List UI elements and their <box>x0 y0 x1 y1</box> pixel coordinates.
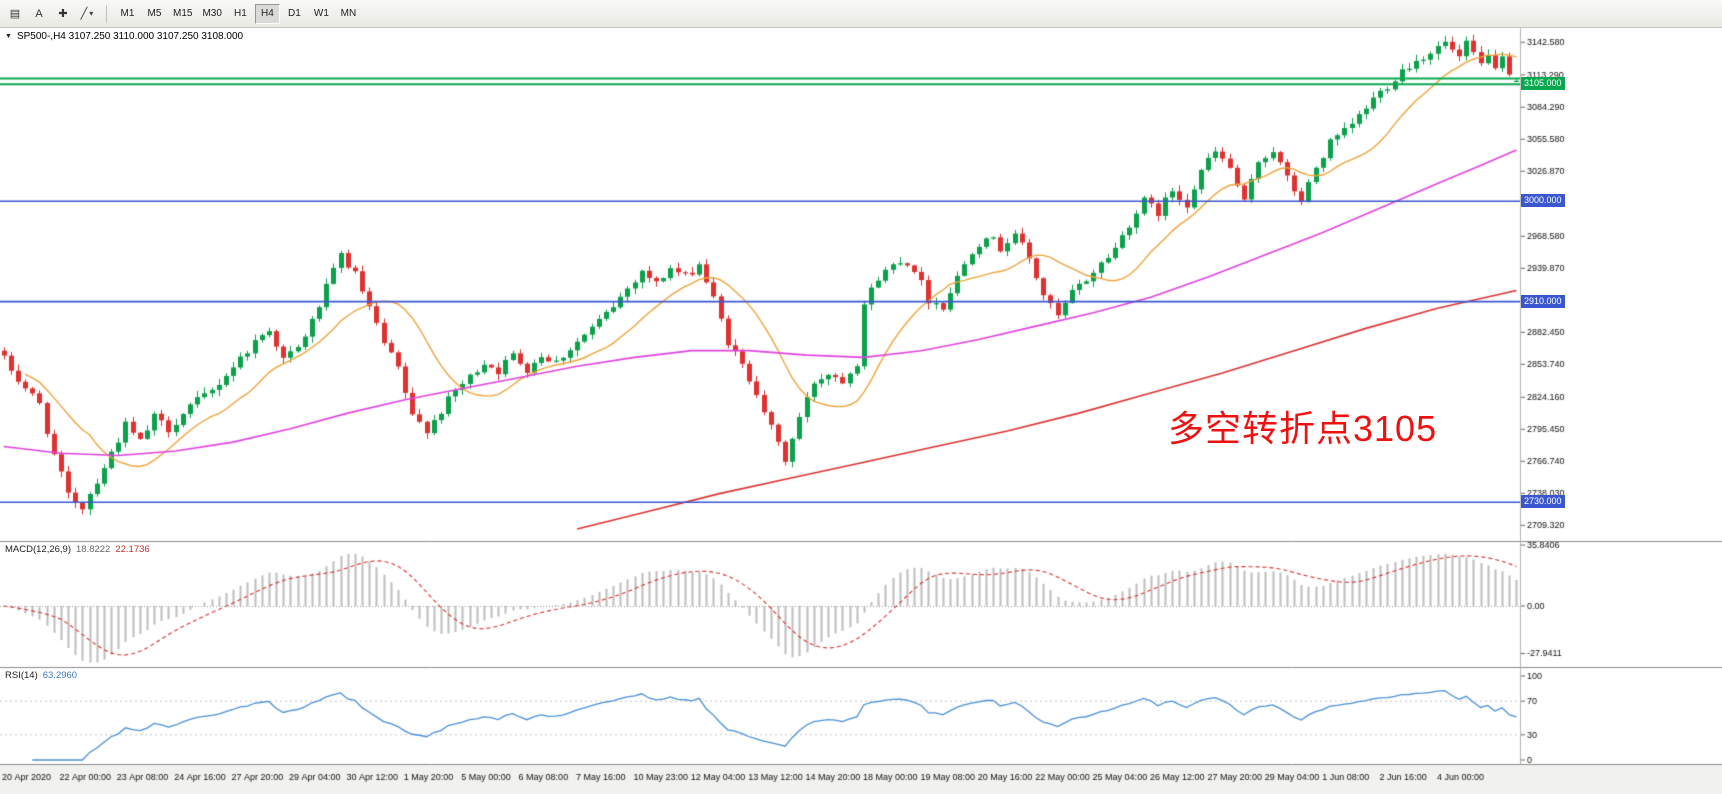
timeframe-button-m5[interactable]: M5 <box>142 4 167 24</box>
price-line-badge[interactable]: 2910.000 <box>1521 294 1565 308</box>
rsi-value: 63.2960 <box>42 670 78 681</box>
chart-annotation-text: 多空转折点3105 <box>1168 408 1438 449</box>
price-line-badge[interactable]: 3105.000 <box>1521 77 1565 91</box>
timeframe-button-h1[interactable]: H1 <box>228 4 253 24</box>
price-line-badge[interactable]: 3000.000 <box>1521 194 1565 208</box>
macd-name: MACD(12,26,9) <box>5 544 71 555</box>
toolbar-separator <box>106 4 107 23</box>
rsi-name: RSI(14) <box>5 670 38 681</box>
timeframe-button-d1[interactable]: D1 <box>282 4 307 24</box>
macd-label: MACD(12,26,9) 18.8222 22.1736 <box>5 544 150 555</box>
chart-header: ▼ SP500-,H4 3107.250 3110.000 3107.250 3… <box>5 31 243 42</box>
chart-window-button[interactable]: ▤ <box>4 4 26 24</box>
timeframe-button-m15[interactable]: M15 <box>169 4 196 24</box>
macd-main-value: 18.8222 <box>76 544 111 555</box>
timeframe-button-mn[interactable]: MN <box>336 4 361 24</box>
dropdown-triangle-icon: ▼ <box>5 33 12 40</box>
symbol-ohlc-text: SP500-,H4 3107.250 3110.000 3107.250 310… <box>16 31 244 42</box>
macd-signal-value: 22.1736 <box>115 544 150 555</box>
timeframe-button-w1[interactable]: W1 <box>309 4 334 24</box>
trendline-icon: ╱ <box>80 8 88 20</box>
price-line-badge[interactable]: 2730.000 <box>1521 495 1565 509</box>
chevron-down-icon: ▾ <box>89 9 94 18</box>
timeframe-button-h4[interactable]: H4 <box>254 3 280 24</box>
timeframe-button-m1[interactable]: M1 <box>115 4 140 24</box>
text-label-button[interactable]: A <box>28 4 50 24</box>
crosshair-button[interactable]: ✚ <box>52 4 74 24</box>
timeframe-button-m30[interactable]: M30 <box>198 4 225 24</box>
line-studies-dropdown[interactable]: ╱ ▾ <box>76 4 98 24</box>
toolbar: ▤ A ✚ ╱ ▾ M1 M5 M15 M30 H1 H4 D1 W1 MN <box>0 0 1722 28</box>
rsi-label: RSI(14) 63.2960 <box>5 670 77 681</box>
